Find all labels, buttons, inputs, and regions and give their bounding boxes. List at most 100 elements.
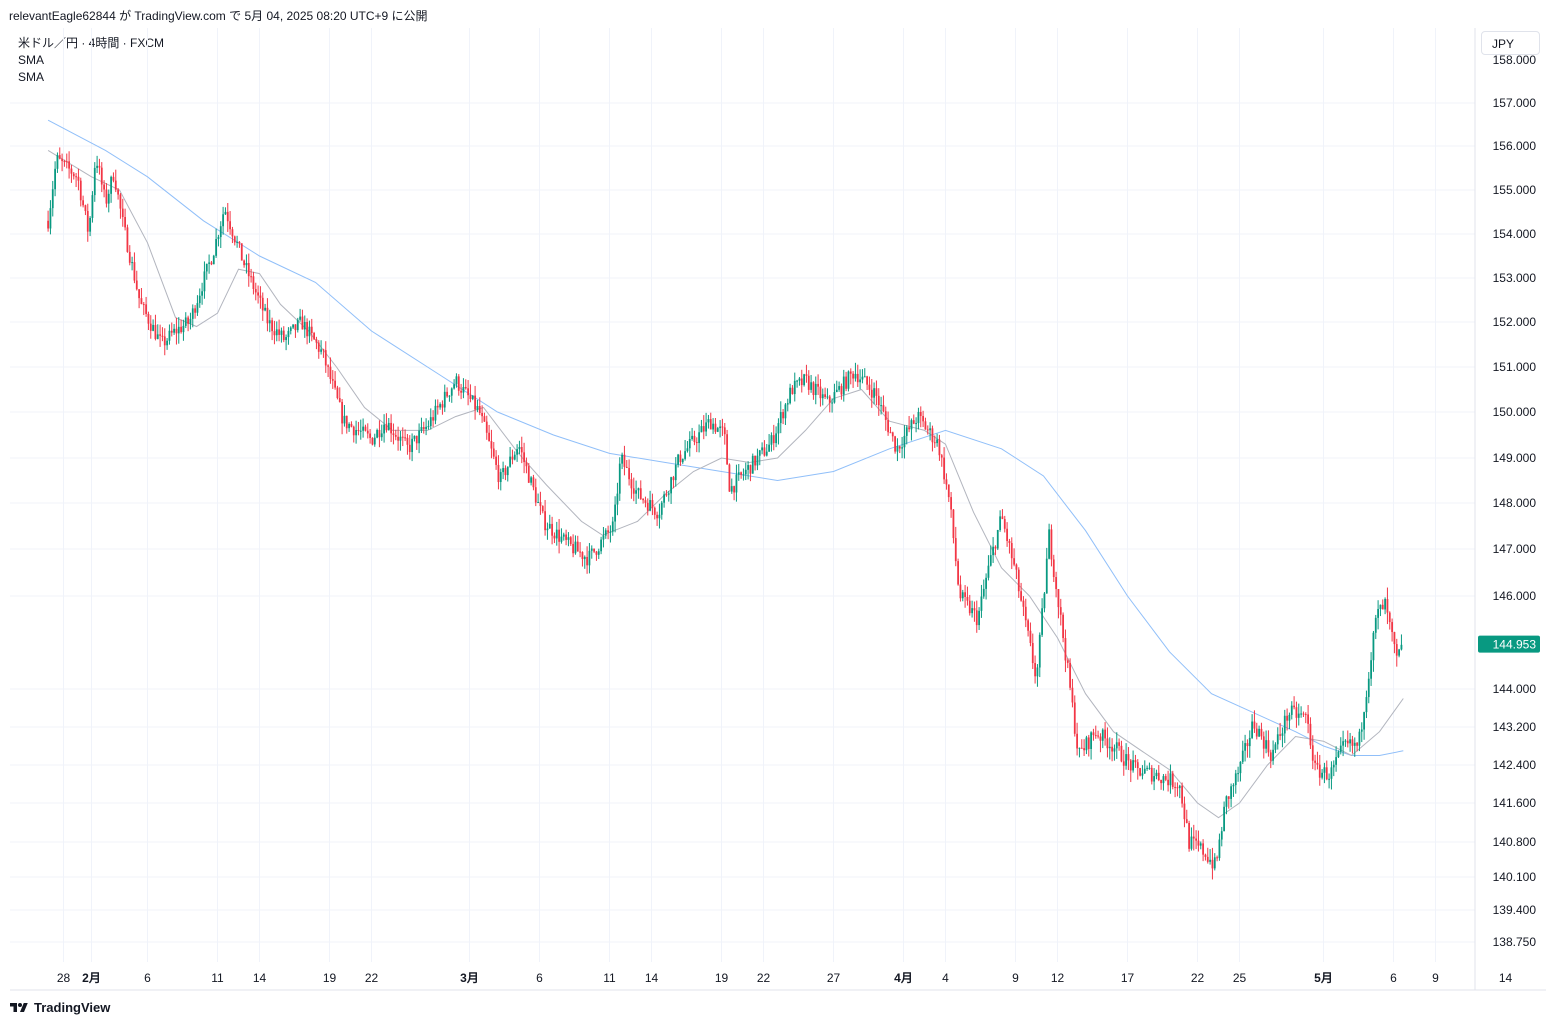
candle-body <box>1211 859 1214 869</box>
candle <box>1274 742 1277 754</box>
candle-body <box>518 447 521 450</box>
candle-body <box>1244 743 1246 751</box>
candle-body <box>565 534 567 540</box>
candle-body <box>355 429 357 436</box>
candle <box>203 261 206 299</box>
candle <box>1171 770 1174 790</box>
candle-body <box>1283 715 1286 734</box>
candle-body <box>278 329 280 335</box>
candle <box>716 426 719 433</box>
candle <box>100 162 103 193</box>
candle <box>1269 749 1272 769</box>
candle-body <box>1050 529 1053 560</box>
candle-body <box>938 439 941 456</box>
candle <box>1248 730 1251 758</box>
candle <box>754 455 756 471</box>
candle <box>1006 522 1008 547</box>
candle <box>1059 598 1062 626</box>
indicator-sma-1[interactable]: SMA <box>18 53 45 67</box>
candle-body <box>903 435 906 448</box>
candle <box>1148 762 1151 770</box>
candle-body <box>994 546 997 549</box>
candle <box>285 334 287 351</box>
candle <box>1167 770 1169 792</box>
candle-body <box>1353 742 1356 746</box>
candle <box>1199 841 1202 850</box>
candle <box>350 421 353 428</box>
candle-body <box>1377 608 1379 618</box>
candle-body <box>989 555 992 566</box>
candle <box>1083 739 1085 757</box>
candle-body <box>933 442 936 444</box>
candle <box>660 500 663 520</box>
candle-body <box>180 326 182 333</box>
time-tick-label: 4月 <box>894 971 913 985</box>
indicator-sma-2[interactable]: SMA <box>18 70 45 84</box>
candle <box>1048 523 1050 560</box>
candle-body <box>630 479 633 489</box>
candle-body <box>474 395 476 410</box>
candle-body <box>334 380 336 388</box>
candle-body <box>1346 740 1349 744</box>
candle <box>952 509 955 544</box>
candle-body <box>219 226 222 238</box>
candle-body <box>546 528 549 531</box>
price-tick-label: 157.000 <box>1493 96 1537 110</box>
candle <box>345 415 348 434</box>
candle <box>572 534 574 558</box>
candle-body <box>796 380 798 382</box>
candle-body <box>1134 760 1137 763</box>
candle <box>1183 796 1186 828</box>
candle <box>1013 548 1015 567</box>
candle-body <box>700 426 703 433</box>
candle <box>525 457 528 474</box>
price-axis: 158.000 157.000 156.000 155.000 154.000 153.0… <box>1493 53 1537 949</box>
candle <box>1265 730 1267 754</box>
candle-body <box>275 329 278 336</box>
candle <box>1204 853 1207 861</box>
candle-body <box>821 394 824 399</box>
candle <box>68 151 70 179</box>
candle <box>889 426 892 434</box>
candle <box>1283 709 1286 744</box>
candle-body <box>84 205 87 212</box>
candle-body <box>1230 786 1232 799</box>
candle-body <box>110 176 112 194</box>
candle-body <box>1055 577 1057 590</box>
candle-body <box>1185 819 1188 824</box>
candle <box>1157 765 1160 782</box>
candle <box>709 412 712 430</box>
candle <box>98 158 101 175</box>
candle <box>182 319 185 341</box>
candle-body <box>726 434 728 465</box>
candle <box>931 425 934 452</box>
candle-body <box>880 405 882 407</box>
candle <box>1365 690 1368 719</box>
candle <box>623 445 626 476</box>
candle <box>366 423 369 439</box>
candle <box>474 385 476 420</box>
candle <box>1206 847 1209 864</box>
candle-body <box>968 600 971 614</box>
candle <box>796 379 798 388</box>
candle-body <box>810 382 812 390</box>
candle-body <box>735 474 738 493</box>
candle-body <box>1367 678 1370 698</box>
candle <box>1073 695 1076 737</box>
candle <box>679 450 682 466</box>
candle <box>271 317 273 341</box>
tradingview-logo[interactable]: TradingView <box>9 1000 110 1015</box>
candle-body <box>548 523 551 529</box>
currency-button[interactable]: JPY <box>1481 31 1540 55</box>
candle <box>492 442 495 460</box>
candle <box>357 421 360 436</box>
candle <box>987 555 990 581</box>
candle <box>1386 587 1389 625</box>
publish-caption: relevantEagle62844 が TradingView.com で 5… <box>9 9 428 23</box>
candle-body <box>1169 773 1172 786</box>
time-tick-label: 19 <box>715 971 729 985</box>
candle-body <box>530 477 532 483</box>
candle-body <box>1013 558 1015 565</box>
candle <box>1223 801 1225 832</box>
